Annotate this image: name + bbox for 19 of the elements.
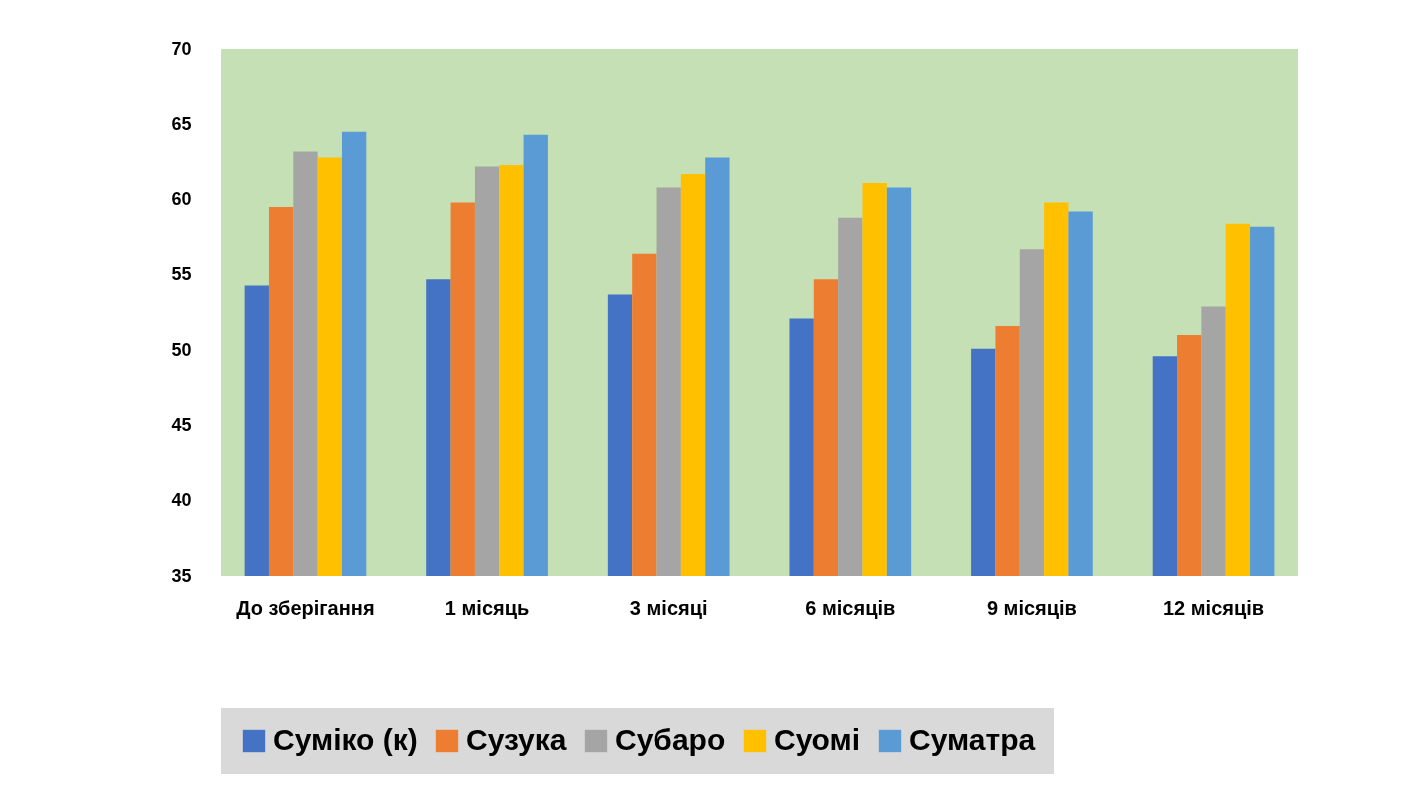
y-tick-label: 50 (171, 339, 192, 360)
legend-label: Суматра (909, 723, 1036, 756)
x-tick-label: 9 місяців (986, 596, 1077, 619)
y-tick-label: 65 (171, 113, 192, 134)
y-tick-label: 45 (171, 414, 192, 435)
legend-label: Сузука (466, 723, 567, 756)
y-tick-label: 55 (171, 264, 192, 285)
x-tick-label: 12 місяців (1163, 596, 1265, 619)
x-tick-label: До зберігання (236, 596, 375, 619)
x-tick-label: 6 місяців (805, 596, 896, 619)
y-tick-label: 40 (171, 490, 192, 511)
y-tick-label: 35 (171, 565, 192, 586)
y-tick-label: 60 (171, 189, 192, 210)
legend-label: Суомі (774, 723, 861, 756)
y-tick-label: 70 (171, 38, 192, 59)
x-tick-label: 1 місяць (444, 596, 530, 619)
x-tick-label: 3 місяці (629, 596, 708, 619)
legend-label: Субаро (615, 723, 726, 756)
legend-label: Суміко (к) (273, 723, 418, 756)
